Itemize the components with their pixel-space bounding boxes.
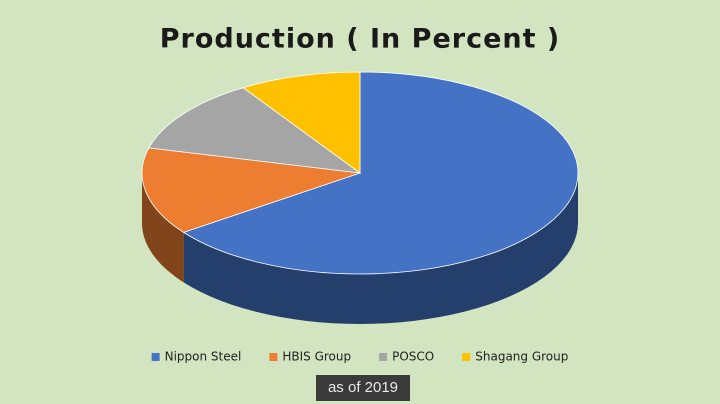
legend-label: HBIS Group <box>282 350 351 364</box>
slice <box>242 71 361 174</box>
legend-label: Shagang Group <box>475 350 568 364</box>
legend-swatch <box>462 353 471 361</box>
slice <box>182 71 579 275</box>
slice-side <box>183 173 579 324</box>
caption: as of 2019 <box>328 379 398 396</box>
legend-label: Nippon Steel <box>165 350 242 364</box>
legend-swatch <box>379 353 388 361</box>
legend-swatch <box>151 353 160 361</box>
slice <box>148 87 362 174</box>
caption-box <box>316 375 410 401</box>
pie <box>141 71 579 324</box>
slice <box>141 147 361 233</box>
chart-title: Production ( In Percent ) <box>160 24 561 55</box>
legend: Nippon Steel HBIS Group POSCO Shagang Group <box>151 350 568 364</box>
legend-label: POSCO <box>392 350 434 364</box>
slice-side <box>142 173 184 283</box>
legend-swatch <box>269 353 278 361</box>
